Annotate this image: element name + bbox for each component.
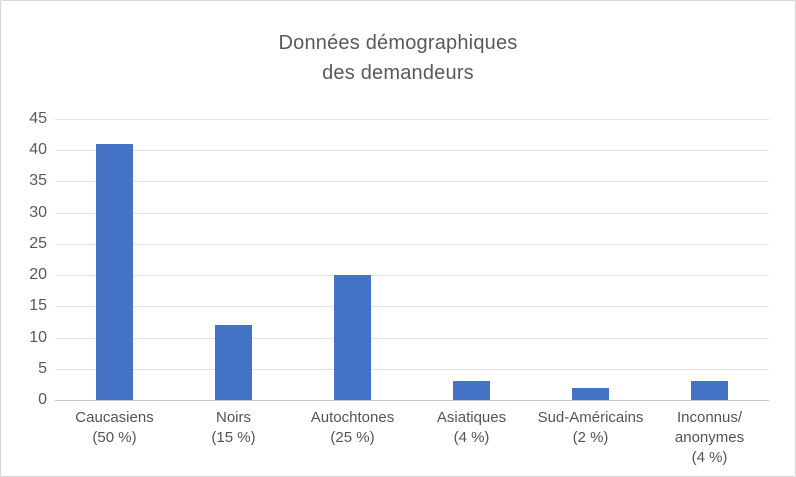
- bar-inconnus-anonymes: [691, 381, 728, 400]
- gridline: [55, 337, 769, 339]
- bar-sud-am-ricains: [572, 387, 609, 400]
- x-category-label: Inconnus/anonymes (4 %): [635, 408, 785, 468]
- gridline: [55, 212, 769, 214]
- gridline: [55, 243, 769, 245]
- chart-title-line-2: des demandeurs: [322, 62, 474, 84]
- x-category-label-line: Noirs: [215, 409, 251, 426]
- x-category-label-line: Autochtones: [310, 409, 395, 426]
- y-tick-label: 40: [29, 141, 47, 159]
- gridline: [55, 306, 769, 308]
- x-category-label: Autochtones (25 %): [278, 408, 428, 448]
- y-tick-label: 25: [29, 234, 47, 252]
- y-tick-label: 30: [29, 203, 47, 221]
- y-tick-label: 20: [29, 266, 47, 284]
- gridline: [55, 150, 769, 152]
- x-category-label-line: Caucasiens: [75, 409, 154, 426]
- x-category-label-line: Asiatiques: [436, 409, 507, 426]
- y-tick-label: 5: [38, 359, 47, 377]
- x-category-label-line: anonymes: [674, 429, 745, 446]
- x-category-label: Sud-Américains (2 %): [516, 408, 666, 448]
- bar-autochtones: [334, 275, 371, 400]
- x-category-label: Caucasiens (50 %): [40, 408, 190, 448]
- x-category-label-line: (4 %): [691, 449, 728, 466]
- x-category-label: Noirs (15 %): [159, 408, 309, 448]
- gridline: [55, 368, 769, 370]
- gridline: [55, 181, 769, 183]
- chart-title-line-1: Données démographiques: [278, 32, 518, 54]
- x-category-label-line: (2 %): [572, 429, 609, 446]
- y-tick-label: 35: [29, 172, 47, 190]
- y-tick-label: 0: [38, 391, 47, 408]
- gridline: [55, 275, 769, 277]
- x-category-label: Asiatiques (4 %): [397, 408, 547, 448]
- x-category-label-line: Inconnus/: [676, 409, 743, 426]
- y-tick-label: 10: [29, 328, 47, 346]
- x-axis-line: [55, 400, 769, 401]
- bar-caucasiens: [96, 143, 133, 400]
- x-category-label-line: (15 %): [211, 429, 256, 446]
- x-category-label-line: (25 %): [330, 429, 375, 446]
- y-tick-label: 45: [29, 110, 47, 127]
- x-category-label-line: (4 %): [453, 429, 490, 446]
- gridline: [55, 119, 769, 120]
- y-tick-label: 15: [29, 297, 47, 315]
- x-category-label-line: Sud-Américains: [537, 409, 644, 426]
- bar-asiatiques: [453, 381, 490, 400]
- x-category-label-line: (50 %): [92, 429, 137, 446]
- bar-noirs: [215, 325, 252, 400]
- chart-title: Données démographiques des demandeurs: [1, 28, 795, 88]
